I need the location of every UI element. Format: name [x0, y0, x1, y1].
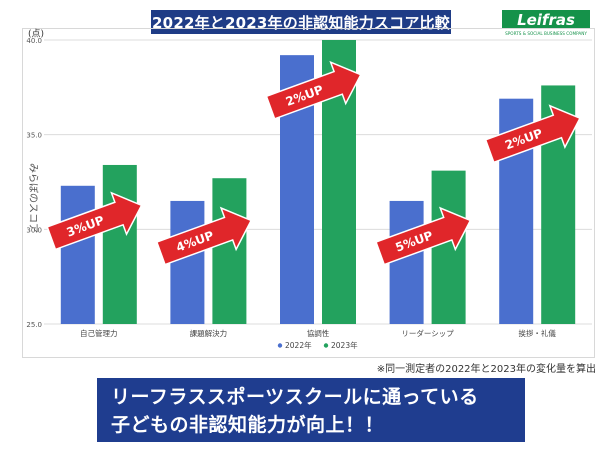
leifras-logo: Leifras SPORTS & SOCIAL BUSINESS COMPANY [500, 8, 592, 38]
x-tick-label: 課題解決力 [190, 328, 228, 338]
footnote: ※同一測定者の2022年と2023年の変化量を算出 [376, 364, 596, 375]
y-unit-label: (点) [28, 29, 44, 40]
arrow-shape [265, 60, 362, 120]
increase-arrow-icon: 3%UP [46, 191, 143, 251]
y-tick-label: 40.0 [26, 37, 42, 45]
x-tick-label: リーダーシップ [401, 328, 454, 338]
legend-label: 2023年 [331, 340, 358, 350]
x-tick-label: 自己管理力 [80, 328, 118, 338]
y-tick-label: 35.0 [26, 132, 42, 140]
legend-marker [277, 343, 283, 348]
bar-2022 [170, 200, 205, 324]
x-tick-label: 挨拶・礼儀 [518, 328, 556, 338]
arrow-shape [155, 206, 253, 266]
y-axis-label: みらぼのスコア [27, 163, 39, 233]
summary-line-2: 子どもの非認知能力が向上！！ [111, 414, 385, 436]
legend-marker [323, 343, 329, 348]
summary-banner: リーフラススポーツスクールに通っている 子どもの非認知能力が向上！！ [97, 378, 525, 442]
y-tick-label: 25.0 [26, 321, 42, 329]
chart-title: 2022年と2023年の非認知能力スコア比較 [152, 13, 450, 32]
bar-2022 [389, 200, 424, 324]
chart-title-banner: 2022年と2023年の非認知能力スコア比較 [151, 10, 451, 34]
arrow-shape [484, 104, 581, 164]
bar-2023 [102, 164, 137, 324]
summary-line-1: リーフラススポーツスクールに通っている [111, 386, 479, 408]
chart-frame-border [22, 28, 595, 358]
svg-text:SPORTS & SOCIAL BUSINESS COMPA: SPORTS & SOCIAL BUSINESS COMPANY [505, 31, 587, 36]
bar-2022 [60, 185, 95, 324]
arrow-shape [46, 191, 143, 251]
legend-label: 2022年 [285, 340, 312, 350]
increase-arrow-icon: 2%UP [265, 60, 362, 120]
bar-2023 [212, 178, 247, 324]
svg-text:Leifras: Leifras [517, 11, 575, 29]
arrow-shape [375, 206, 472, 266]
bar-2023 [431, 170, 466, 324]
x-tick-label: 協調性 [307, 328, 330, 338]
increase-arrow-icon: 5%UP [375, 206, 472, 266]
y-tick-label: 30.0 [26, 226, 42, 234]
